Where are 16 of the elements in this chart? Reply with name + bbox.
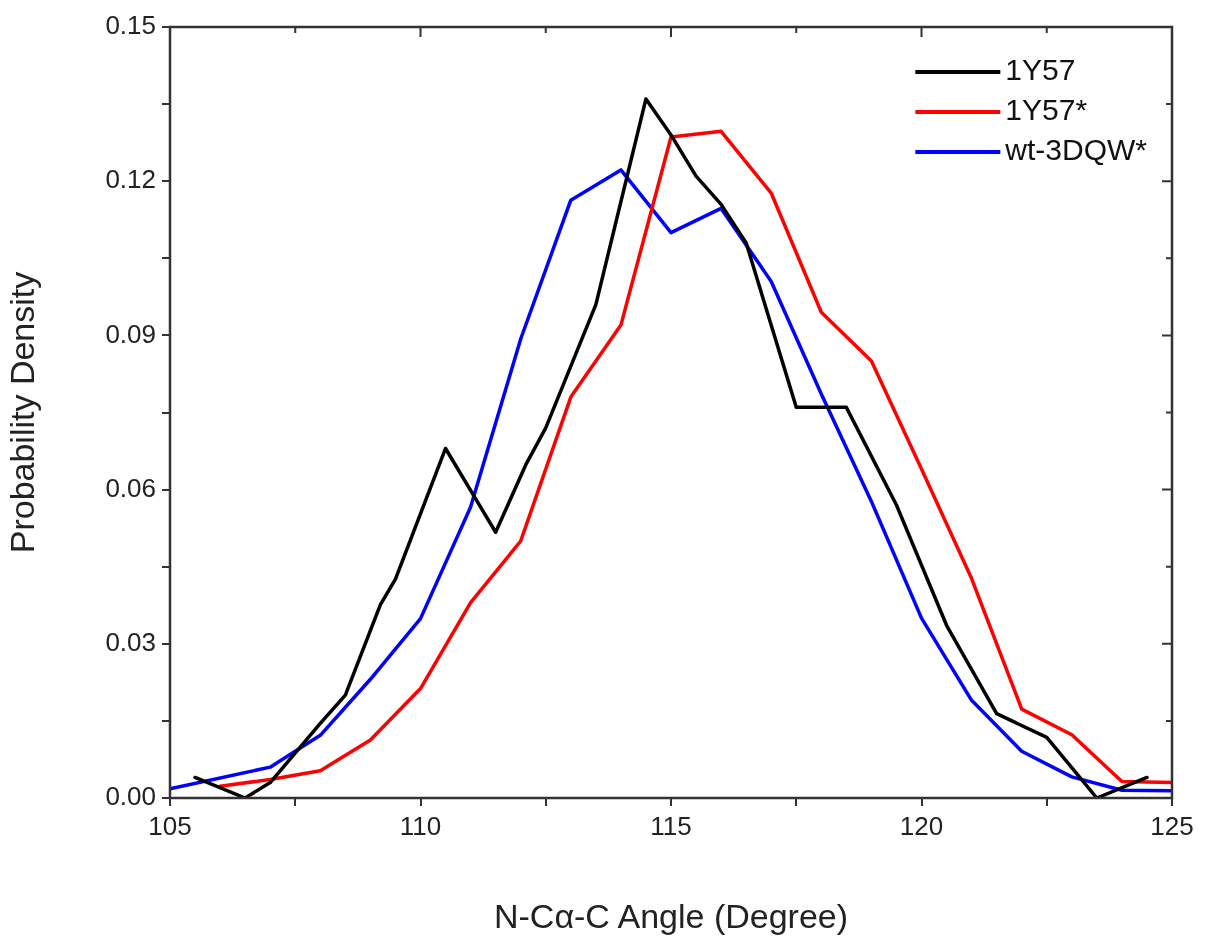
y-tick-label: 0.09 — [105, 318, 156, 349]
x-tick-label: 125 — [1150, 810, 1194, 841]
y-tick-label: 0.12 — [105, 164, 156, 195]
legend-label: 1Y57 — [1005, 53, 1076, 87]
x-tick-label: 115 — [650, 810, 692, 841]
y-tick-label: 0.06 — [105, 472, 156, 503]
x-tick-label: 110 — [399, 810, 442, 841]
y-tick-label: 0.15 — [105, 10, 156, 41]
x-tick-label: 105 — [148, 810, 192, 841]
x-tick-label: 120 — [899, 810, 944, 841]
x-axis-title: N-Cα-C Angle (Degree) — [493, 896, 849, 935]
y-axis-title: Probability Density — [2, 271, 41, 554]
y-tick-label: 0.00 — [105, 781, 156, 812]
legend-label: wt-3DQW* — [1004, 133, 1148, 167]
y-tick-label: 0.03 — [105, 626, 156, 657]
legend-label: 1Y57* — [1005, 93, 1088, 127]
